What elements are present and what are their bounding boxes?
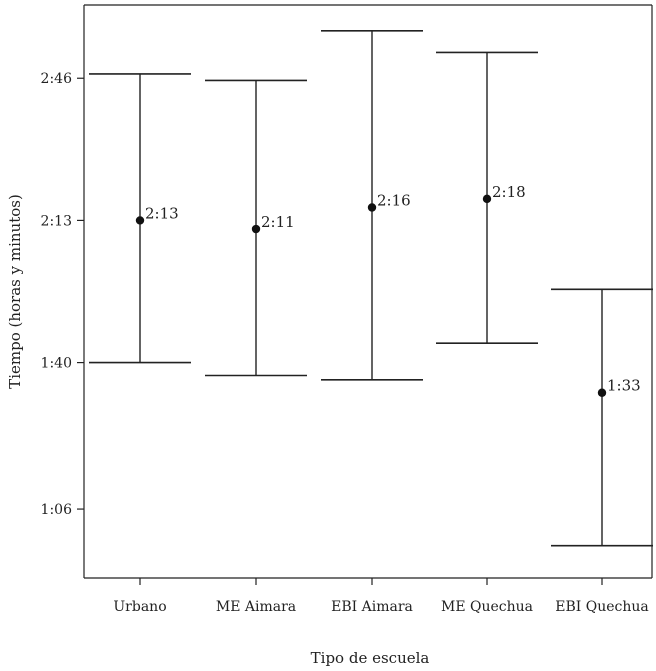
y-tick-label: 2:46 xyxy=(41,71,73,87)
x-ticks: Urbano ME Aimara EBI Aimara ME Quechua EBI Q… xyxy=(113,578,649,615)
mean-value-label: 2:11 xyxy=(261,213,295,231)
mean-value-label: 2:16 xyxy=(377,191,411,209)
x-tick-label: ME Quechua xyxy=(441,599,533,615)
mean-point xyxy=(251,224,261,234)
x-tick-label: Urbano xyxy=(113,599,166,615)
x-tick-label: ME Aimara xyxy=(216,599,296,615)
y-tick-label: 1:06 xyxy=(41,502,73,518)
mean-point xyxy=(597,388,607,397)
mean-value-label: 2:13 xyxy=(145,204,179,222)
mean-value-label: 1:33 xyxy=(607,377,641,395)
error-bar-series: 2:13 2:11 2:16 2:18 1:33 xyxy=(89,30,653,547)
mean-point xyxy=(482,194,492,204)
x-tick-label: EBI Aimara xyxy=(331,599,413,615)
x-axis-title: Tipo de escuela xyxy=(311,649,430,667)
mean-value-label: 2:18 xyxy=(492,183,526,201)
plot-frame-group xyxy=(83,4,653,579)
y-ticks: 1:06 1:40 2:13 2:46 xyxy=(41,71,84,518)
mean-point xyxy=(367,203,377,212)
x-tick-label: EBI Quechua xyxy=(555,599,649,615)
y-axis-title: Tiempo (horas y minutos) xyxy=(6,194,24,389)
y-tick-label: 2:13 xyxy=(41,213,72,229)
mean-point xyxy=(135,216,145,225)
y-tick-label: 1:40 xyxy=(41,356,72,372)
